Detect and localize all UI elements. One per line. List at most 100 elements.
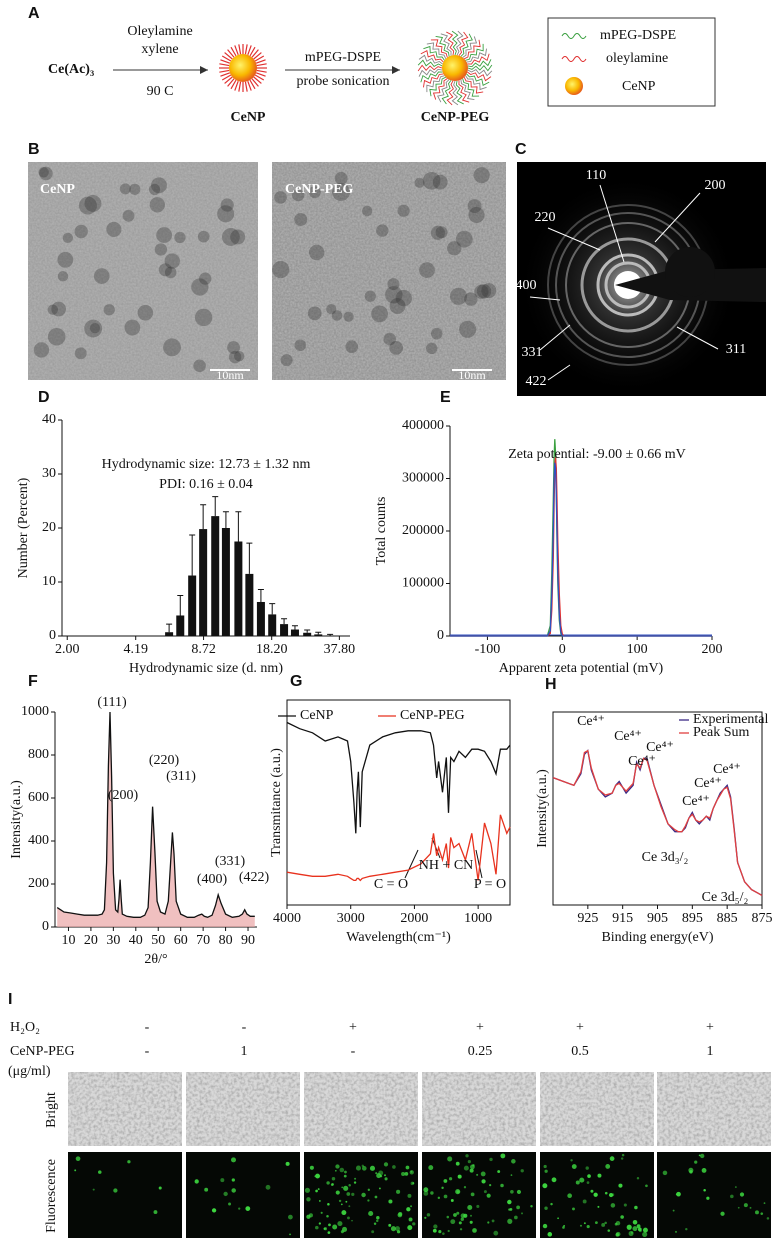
ligand (249, 79, 256, 90)
cell-signal (579, 1224, 583, 1227)
particle (194, 308, 213, 327)
cell-signal (642, 1231, 648, 1238)
x-tick-label: -100 (475, 642, 501, 657)
image-label: CeNP (40, 182, 75, 197)
cell-signal (469, 1168, 474, 1173)
cell-signal (343, 1174, 347, 1178)
ligand (417, 64, 443, 72)
cell-signal (470, 1214, 473, 1217)
y-tick-label: 200 (28, 876, 49, 891)
particle (233, 350, 245, 362)
cell-signal (318, 1222, 322, 1225)
nanoparticle (219, 44, 267, 92)
x-tick-label: 70 (196, 933, 210, 948)
ligand (219, 63, 230, 67)
x-tick-label: 925 (577, 911, 598, 926)
cell-signal (345, 1200, 348, 1203)
scale-bar-label: 10nm (216, 368, 244, 382)
cell-signal (672, 1209, 675, 1212)
particle (148, 183, 161, 196)
fluorescence-image (68, 1152, 182, 1238)
x-axis-label: Binding energy(eV) (601, 930, 713, 945)
panel-label: C (515, 141, 527, 158)
particle (464, 292, 478, 306)
cell-signal (456, 1211, 460, 1215)
cell-signal (388, 1223, 392, 1227)
ligand (251, 78, 259, 87)
ligand (244, 81, 248, 92)
cell-signal (347, 1216, 350, 1220)
cell-signal (410, 1205, 413, 1208)
cell-signal (388, 1199, 393, 1204)
cell-value: - (242, 1020, 247, 1035)
y-tick-label: 40 (42, 412, 56, 427)
cell-signal (628, 1231, 634, 1237)
annotation: C = O (374, 877, 408, 892)
line (552, 749, 763, 896)
cell-signal (331, 1176, 336, 1181)
error-bar (257, 589, 264, 602)
cell-signal (547, 1232, 553, 1237)
cell-signal (326, 1214, 329, 1218)
ligand (466, 48, 487, 63)
cell-signal (489, 1157, 493, 1162)
cell-signal (447, 1156, 453, 1162)
cell-signal (341, 1210, 347, 1216)
ligand (230, 46, 237, 57)
particle (449, 287, 468, 305)
image-label: CeNP-PEG (285, 182, 354, 197)
particle (221, 228, 240, 246)
cell-signal (437, 1196, 441, 1200)
ligand (460, 79, 475, 100)
unit-label: (μg/ml) (8, 1064, 51, 1079)
cell-signal (703, 1188, 706, 1192)
particle (93, 268, 110, 284)
cell-signal (353, 1181, 357, 1184)
cell-signal (341, 1226, 348, 1232)
cell-signal (401, 1171, 406, 1177)
ligand (455, 80, 464, 105)
ligand (221, 55, 232, 62)
cell-signal (409, 1170, 414, 1175)
cell-signal (516, 1189, 522, 1195)
cell-signal (378, 1187, 381, 1190)
particle (274, 191, 287, 204)
ligand (417, 59, 443, 67)
annotation: (422) (239, 870, 270, 885)
particle (292, 188, 305, 202)
cell-signal (563, 1225, 565, 1227)
cell-signal (460, 1213, 466, 1219)
ring-label: 311 (726, 342, 746, 357)
particle (89, 323, 101, 334)
cell-signal (404, 1171, 409, 1176)
bar (234, 541, 243, 636)
particle (197, 230, 210, 243)
cell-signal (590, 1189, 594, 1193)
ligand (227, 78, 235, 87)
cell-signal (632, 1219, 638, 1225)
cell-signal (730, 1194, 734, 1199)
cell-signal (75, 1156, 81, 1162)
x-tick-label: 4000 (273, 911, 301, 926)
ligand (463, 39, 481, 60)
annotation: Ce⁴⁺ (646, 740, 674, 755)
bar (303, 632, 312, 636)
pointer (676, 326, 719, 350)
legend-label: oleylamine (606, 51, 668, 66)
cell-signal (337, 1221, 343, 1227)
cell-signal (470, 1164, 475, 1170)
particle (361, 205, 373, 217)
cell-signal (315, 1189, 318, 1193)
particle (227, 341, 240, 354)
cell-signal (405, 1165, 410, 1170)
cell-signal (607, 1229, 611, 1232)
panel-label: A (28, 5, 40, 22)
line (450, 457, 712, 637)
particle (74, 347, 87, 360)
cell-signal (582, 1199, 587, 1204)
cell-signal (127, 1160, 131, 1164)
y-axis-label: Intensity(a.u.) (9, 780, 24, 859)
x-tick-label: 90 (241, 933, 255, 948)
ligand (463, 76, 484, 94)
cell-signal (497, 1170, 501, 1174)
